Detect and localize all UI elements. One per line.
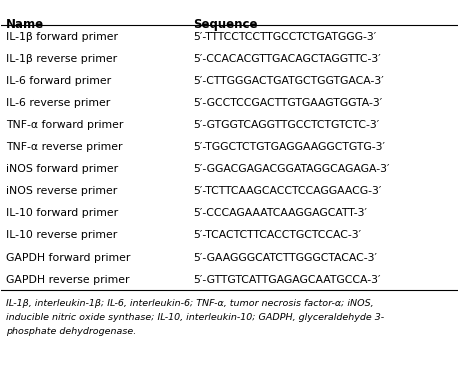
Text: IL-10 forward primer: IL-10 forward primer xyxy=(6,208,118,218)
Text: 5′-GTGGTCAGGTTGCCTCTGTCTC-3′: 5′-GTGGTCAGGTTGCCTCTGTCTC-3′ xyxy=(193,120,380,130)
Text: iNOS forward primer: iNOS forward primer xyxy=(6,164,118,174)
Text: 5′-TTTCCTCCTTGCCTCTGATGGG-3′: 5′-TTTCCTCCTTGCCTCTGATGGG-3′ xyxy=(193,32,376,42)
Text: GAPDH reverse primer: GAPDH reverse primer xyxy=(6,275,129,284)
Text: 5′-TCTTCAAGCACCTCCAGGAACG-3′: 5′-TCTTCAAGCACCTCCAGGAACG-3′ xyxy=(193,186,382,197)
Text: TNF-α forward primer: TNF-α forward primer xyxy=(6,120,123,130)
Text: 5′-CTTGGGACTGATGCTGGTGACA-3′: 5′-CTTGGGACTGATGCTGGTGACA-3′ xyxy=(193,76,384,86)
Text: 5′-TCACTCTTCACCTGCTCCAC-3′: 5′-TCACTCTTCACCTGCTCCAC-3′ xyxy=(193,230,361,240)
Text: phosphate dehydrogenase.: phosphate dehydrogenase. xyxy=(6,327,136,336)
Text: 5′-CCACACGTTGACAGCTAGGTTC-3′: 5′-CCACACGTTGACAGCTAGGTTC-3′ xyxy=(193,54,381,64)
Text: Sequence: Sequence xyxy=(193,18,258,31)
Text: 5′-TGGCTCTGTGAGGAAGGCTGTG-3′: 5′-TGGCTCTGTGAGGAAGGCTGTG-3′ xyxy=(193,142,385,152)
Text: iNOS reverse primer: iNOS reverse primer xyxy=(6,186,117,197)
Text: 5′-CCCAGAAATCAAGGAGCATT-3′: 5′-CCCAGAAATCAAGGAGCATT-3′ xyxy=(193,208,367,218)
Text: 5′-GCCTCCGACTTGTGAAGTGGTA-3′: 5′-GCCTCCGACTTGTGAAGTGGTA-3′ xyxy=(193,98,383,108)
Text: TNF-α reverse primer: TNF-α reverse primer xyxy=(6,142,122,152)
Text: inducible nitric oxide synthase; IL-10, interleukin-10; GADPH, glyceraldehyde 3-: inducible nitric oxide synthase; IL-10, … xyxy=(6,313,384,322)
Text: IL-1β, interleukin-1β; IL-6, interleukin-6; TNF-α, tumor necrosis factor-α; iNOS: IL-1β, interleukin-1β; IL-6, interleukin… xyxy=(6,299,374,308)
Text: IL-6 reverse primer: IL-6 reverse primer xyxy=(6,98,110,108)
Text: IL-1β reverse primer: IL-1β reverse primer xyxy=(6,54,117,64)
Text: GAPDH forward primer: GAPDH forward primer xyxy=(6,252,130,262)
Text: IL-1β forward primer: IL-1β forward primer xyxy=(6,32,118,42)
Text: 5′-GTTGTCATTGAGAGCAATGCCA-3′: 5′-GTTGTCATTGAGAGCAATGCCA-3′ xyxy=(193,275,381,284)
Text: IL-6 forward primer: IL-6 forward primer xyxy=(6,76,111,86)
Text: 5′-GAAGGGCATCTTGGGCTACAC-3′: 5′-GAAGGGCATCTTGGGCTACAC-3′ xyxy=(193,252,377,262)
Text: Name: Name xyxy=(6,18,44,31)
Text: 5′-GGACGAGACGGATAGGCAGAGA-3′: 5′-GGACGAGACGGATAGGCAGAGA-3′ xyxy=(193,164,390,174)
Text: IL-10 reverse primer: IL-10 reverse primer xyxy=(6,230,117,240)
